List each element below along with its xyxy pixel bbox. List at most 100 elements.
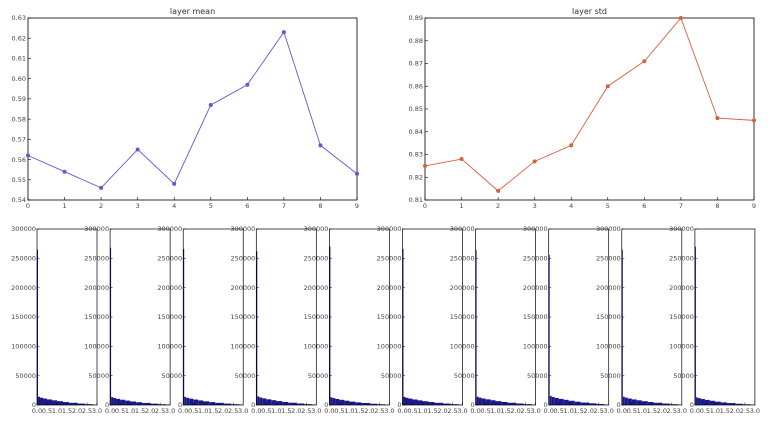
histogram-xtick-label: 0.5	[115, 407, 125, 415]
histogram-ytick-label: 250000	[230, 255, 255, 263]
histogram-ytick-label: 200000	[669, 284, 694, 292]
histogram-panel-9: 0 50000 100000 150000 200000 250000 300000 0.0 0…	[596, 225, 687, 415]
histogram-xtick-label: 0.0	[617, 407, 627, 415]
histogram-ytick-label: 150000	[84, 313, 109, 321]
layer-mean-xtick-label: 0	[26, 202, 30, 210]
histogram-bar	[282, 401, 289, 405]
histogram-xtick-label: 1.5	[720, 407, 730, 415]
histogram-panel-2: 0 50000 100000 150000 200000 250000 300000 0.0 0…	[84, 225, 175, 415]
histogram-panel-7: 0 50000 100000 150000 200000 250000 300000 0.0 0…	[450, 225, 541, 415]
histogram-xtick-label: 3.0	[92, 407, 102, 415]
histogram-ytick-label: 50000	[162, 372, 183, 380]
histogram-bar	[136, 402, 143, 405]
layer-std-ytick-label: 0.86	[409, 82, 423, 90]
histogram-bar	[661, 403, 670, 405]
layer-mean-ytick-label: 0.61	[12, 55, 26, 63]
layer-mean-ytick-label: 0.56	[12, 156, 26, 164]
layer-mean-data-point	[355, 171, 359, 176]
layer-mean-marks	[26, 30, 359, 190]
histogram-xtick-label: 1.5	[354, 407, 364, 415]
layer-std-series-line	[424, 17, 755, 192]
histogram-bar	[403, 396, 406, 405]
histogram-xtick-label: 2.0	[364, 407, 374, 415]
histogram-bar	[669, 404, 678, 405]
histogram-bar	[57, 401, 63, 405]
histogram-ytick-label: 50000	[454, 372, 475, 380]
layer-mean-data-point	[99, 185, 104, 190]
histogram-panel-10: 0 50000 100000 150000 200000 250000 300000 0.0 0…	[669, 225, 760, 415]
histogram-xtick-label: 1.5	[647, 407, 657, 415]
histogram-xtick-label: 1.5	[500, 407, 510, 415]
histogram-bar	[361, 403, 370, 405]
histogram-xtick-label: 3.0	[750, 407, 760, 415]
histogram-bar	[125, 400, 131, 405]
histogram-xtick-label: 2.5	[740, 407, 750, 415]
layer-mean-ytick-label: 0.59	[12, 95, 26, 103]
histogram-xtick-label: 1.0	[198, 407, 208, 415]
layer-std-data-point	[642, 59, 647, 64]
histogram-xtick-label: 3.0	[604, 407, 614, 415]
histogram-xtick-label: 1.5	[427, 407, 437, 415]
histogram-bar	[485, 399, 491, 405]
histogram-xtick-label: 3.0	[311, 407, 321, 415]
histogram-bar	[198, 400, 204, 405]
histogram-ytick-label: 300000	[11, 225, 36, 233]
histogram-panel-4: 0 50000 100000 150000 200000 250000 300000 0.0 0…	[230, 225, 321, 415]
histogram-xtick-label: 0.0	[690, 407, 700, 415]
histogram-bar	[558, 398, 564, 405]
histogram-panel-6: 0 50000 100000 150000 200000 250000 300000 0.0 0…	[377, 225, 468, 415]
layer-mean-series-line	[27, 31, 358, 189]
histogram-bar	[256, 251, 258, 405]
layer-std-data-point	[459, 157, 464, 162]
histogram-ytick-label: 300000	[230, 225, 255, 233]
histogram-xtick-label: 0.5	[42, 407, 52, 415]
histogram-ytick-label: 150000	[450, 313, 475, 321]
histogram-ytick-label: 150000	[523, 313, 548, 321]
histogram-xtick-label: 1.5	[281, 407, 291, 415]
histogram-xtick-label: 2.5	[667, 407, 677, 415]
histogram-ytick-label: 50000	[381, 372, 402, 380]
histogram-ytick-label: 250000	[11, 255, 36, 263]
histogram-bar	[259, 397, 263, 405]
layer-std-ytick-label: 0.82	[409, 173, 423, 181]
histogram-ytick-label: 300000	[450, 225, 475, 233]
layer-std-xtick-label: 0	[423, 202, 427, 210]
histogram-ytick-label: 100000	[84, 343, 109, 351]
histogram-bar	[110, 247, 112, 405]
histogram-panel-1: 0 50000 100000 150000 200000 250000 300000 0.0 0…	[11, 225, 102, 415]
histogram-ytick-label: 0	[251, 401, 255, 409]
histogram-bar	[742, 404, 751, 405]
histogram-bar	[734, 403, 743, 405]
layer-mean-xtick-label: 6	[245, 202, 249, 210]
layer-mean-ticks: 0 1 2 3 4 5 6 7 8 9 0.54 0.55 0.56 0.57 0.58 0.59 0.60 0.…	[12, 14, 360, 210]
histogram-ytick-label: 300000	[304, 225, 329, 233]
histogram-bar	[344, 400, 350, 405]
histogram-ytick-label: 150000	[377, 313, 402, 321]
histogram-ytick-label: 100000	[230, 343, 255, 351]
histogram-ytick-label: 200000	[84, 284, 109, 292]
histogram-bar	[554, 397, 559, 405]
histogram-bar	[189, 398, 194, 405]
histogram-ytick-label: 150000	[11, 313, 36, 321]
histogram-bar	[38, 396, 40, 405]
histogram-bar	[158, 404, 167, 405]
histogram-ytick-label: 300000	[377, 225, 402, 233]
layer-mean-data-point	[172, 181, 177, 186]
histogram-bar	[551, 397, 555, 405]
histogram-bar	[515, 403, 524, 405]
layer-std-data-point	[605, 84, 610, 89]
layer-mean-chart: layer mean 0 1 2 3 4 5 6 7 8 9 0.54 0.55 0.56 0.57 0.5…	[12, 7, 360, 210]
histogram-xtick-label: 0.5	[188, 407, 198, 415]
histogram-bar	[428, 402, 435, 405]
histogram-ytick-label: 250000	[450, 255, 475, 263]
histogram-xtick-label: 3.0	[530, 407, 540, 415]
histogram-ytick-label: 300000	[84, 225, 109, 233]
histogram-ytick-label: 200000	[596, 284, 621, 292]
layer-std-data-point	[496, 188, 501, 193]
histogram-bar	[77, 403, 85, 405]
histogram-bar	[563, 399, 569, 405]
layer-mean-xtick-label: 3	[136, 202, 140, 210]
histogram-grid: 0 50000 100000 150000 200000 250000 300000 0.0 0…	[11, 225, 760, 415]
layer-std-ytick-label: 0.89	[409, 14, 423, 22]
histogram-ytick-label: 250000	[669, 255, 694, 263]
